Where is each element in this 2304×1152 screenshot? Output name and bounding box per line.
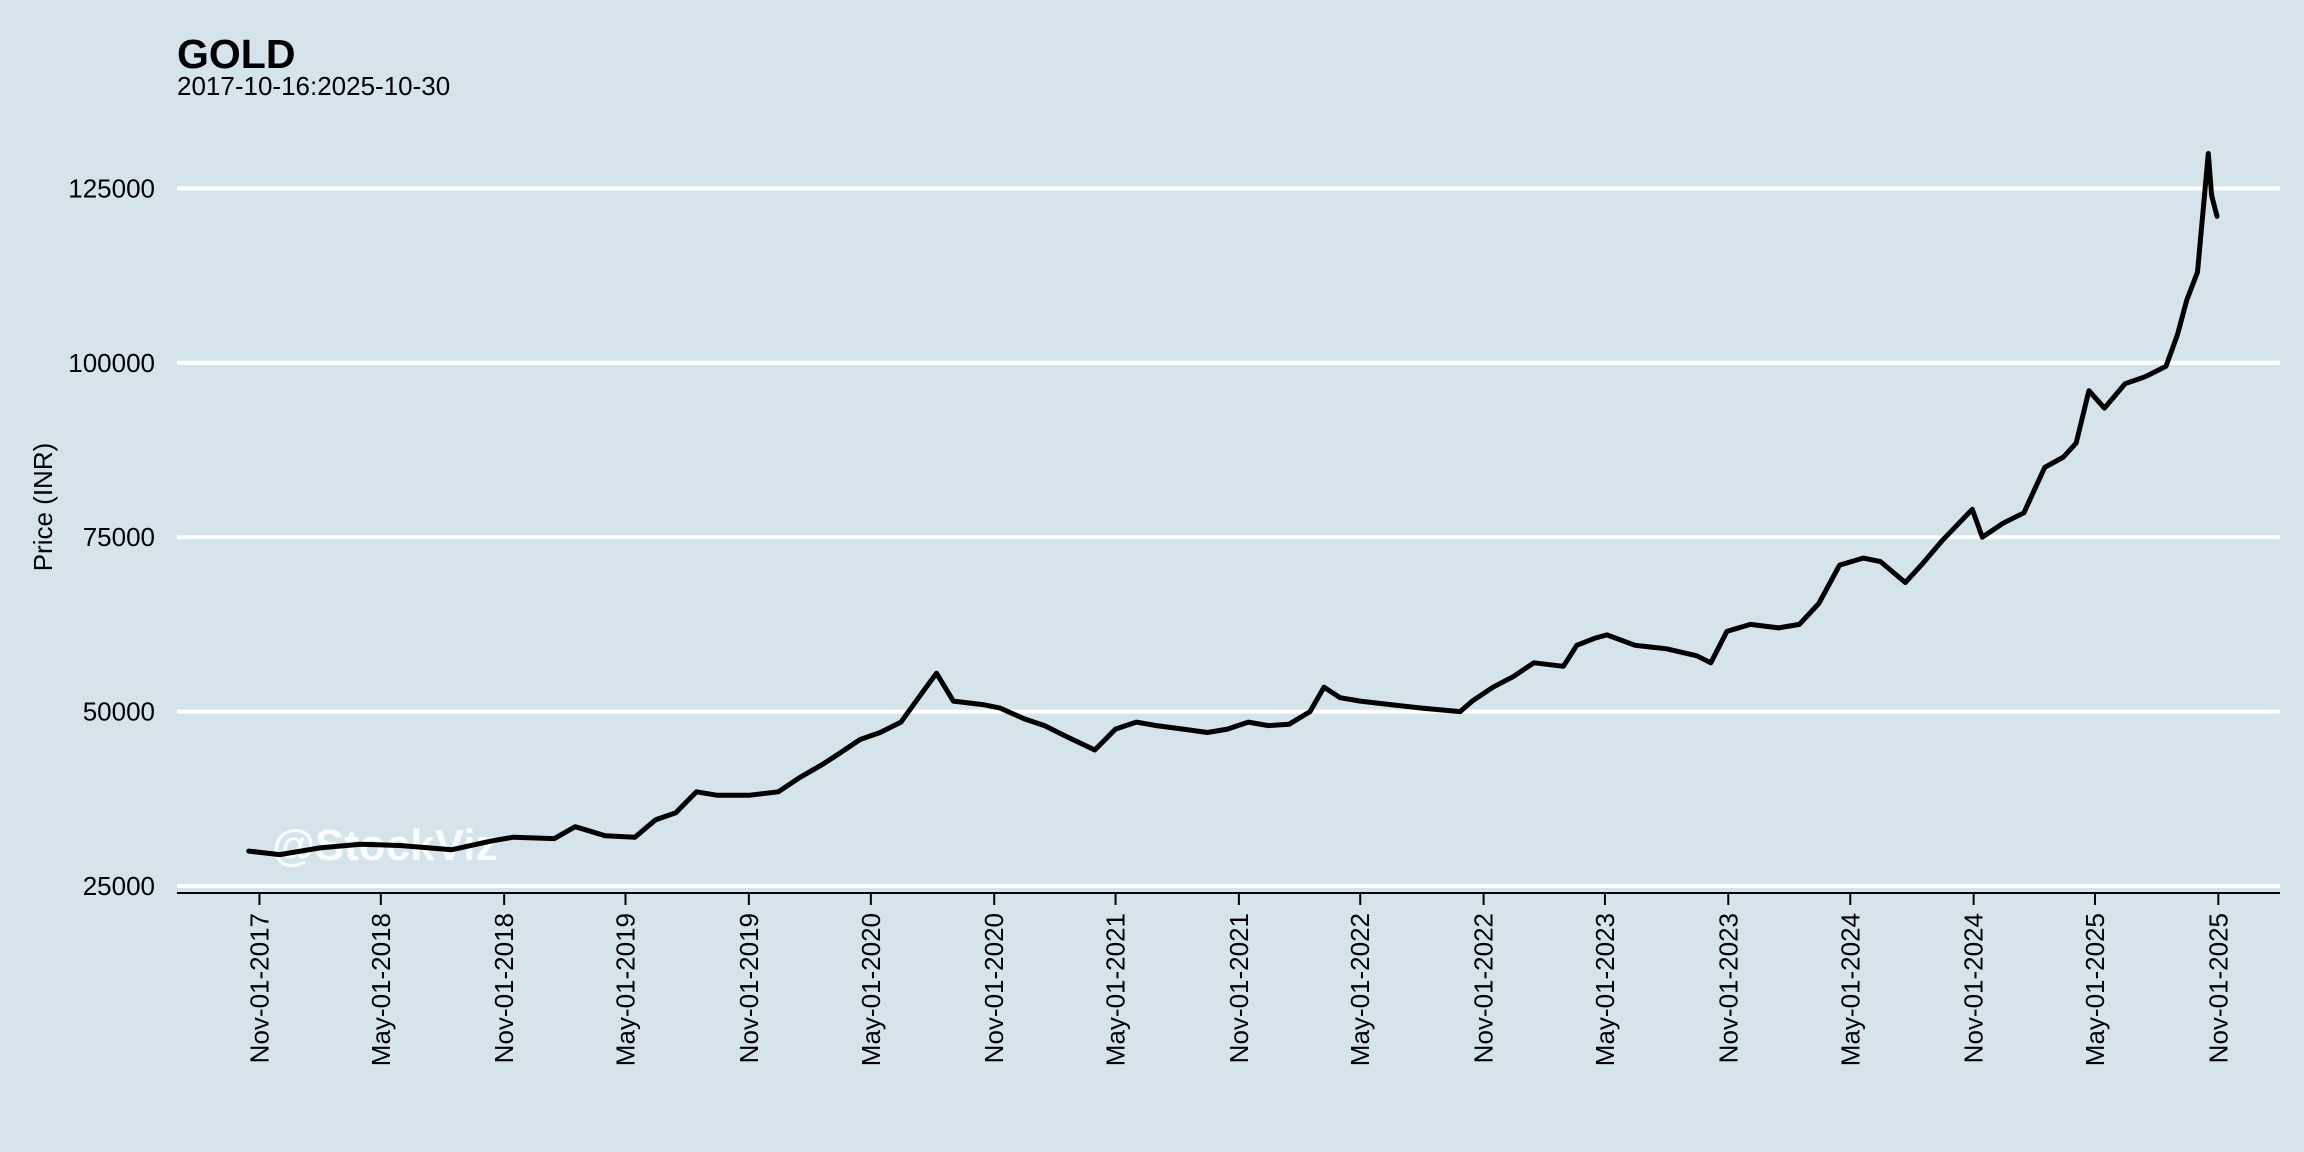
- x-axis-ticks: Nov-01-2017 May-01-2018 Nov-01-2018 May-01-…: [244, 893, 2233, 1066]
- x-tick-label: May-01-2023: [1590, 913, 1620, 1066]
- x-tick-label: May-01-2018: [366, 913, 396, 1066]
- y-tick-label: 100000: [68, 348, 155, 378]
- y-tick-label: 50000: [83, 697, 155, 727]
- y-axis-ticks: 25000 50000 75000 100000 125000: [68, 173, 155, 901]
- chart-subtitle: 2017-10-16:2025-10-30: [177, 71, 450, 101]
- x-tick-label: Nov-01-2025: [2203, 913, 2233, 1063]
- gridlines: [177, 186, 2280, 889]
- gold-price-series-line: [246, 151, 2220, 858]
- x-tick-label: Nov-01-2019: [734, 913, 764, 1063]
- x-tick-label: May-01-2022: [1345, 913, 1375, 1066]
- y-tick-label: 75000: [83, 522, 155, 552]
- y-tick-label: 125000: [68, 173, 155, 203]
- x-tick-label: May-01-2025: [2080, 913, 2110, 1066]
- y-axis-label: Price (INR): [28, 443, 58, 572]
- x-tick-label: Nov-01-2020: [979, 913, 1009, 1063]
- x-tick-label: Nov-01-2022: [1469, 913, 1499, 1063]
- x-tick-label: May-01-2024: [1835, 913, 1865, 1066]
- x-tick-label: May-01-2021: [1101, 913, 1131, 1066]
- x-tick-label: Nov-01-2023: [1713, 913, 1743, 1063]
- x-tick-label: Nov-01-2017: [244, 913, 274, 1063]
- x-tick-label: May-01-2020: [856, 913, 886, 1066]
- x-tick-label: Nov-01-2021: [1224, 913, 1254, 1063]
- x-tick-label: May-01-2019: [610, 913, 640, 1066]
- x-tick-label: Nov-01-2024: [1959, 913, 1989, 1063]
- chart-title: GOLD: [177, 31, 295, 77]
- y-tick-label: 25000: [83, 871, 155, 901]
- x-tick-label: Nov-01-2018: [489, 913, 519, 1063]
